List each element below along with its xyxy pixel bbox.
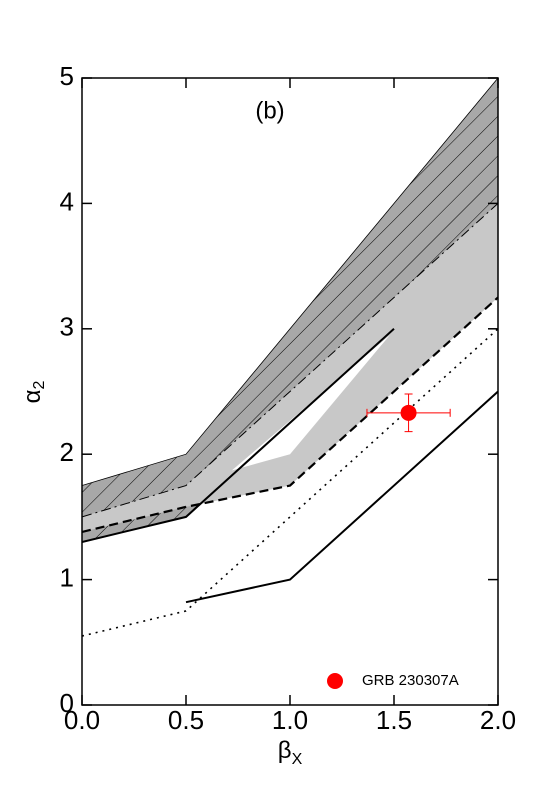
y-axis-label: α2 <box>19 381 48 404</box>
y-label-symbol: α <box>19 389 46 403</box>
y-tick-label: 3 <box>60 312 74 342</box>
plot-area <box>82 78 498 637</box>
line <box>82 328 498 637</box>
line <box>82 203 498 518</box>
band <box>82 78 498 543</box>
x-tick-label: 0.0 <box>64 705 100 735</box>
band <box>82 203 498 532</box>
panel-label: (b) <box>255 97 284 124</box>
point <box>400 404 417 421</box>
x-tick-label: 2.0 <box>480 705 516 735</box>
y-label-subscript: 2 <box>31 381 48 390</box>
line <box>82 296 498 534</box>
y-tick-label: 1 <box>60 562 74 592</box>
x-label-subscript: X <box>292 751 303 768</box>
y-tick-label: 2 <box>60 437 74 467</box>
y-tick-label: 5 <box>60 61 74 91</box>
line <box>82 328 395 543</box>
x-tick-label: 1.0 <box>272 705 308 735</box>
x-tick-label: 0.5 <box>168 705 204 735</box>
line <box>185 390 498 604</box>
x-tick-label: 1.5 <box>376 705 412 735</box>
y-tick-label: 0 <box>60 688 74 718</box>
x-axis-label: βX <box>278 737 303 768</box>
legend-label: GRB 230307A <box>362 672 459 689</box>
y-tick-label: 4 <box>60 186 74 216</box>
legend-marker <box>327 673 343 689</box>
x-label-symbol: β <box>278 737 292 764</box>
